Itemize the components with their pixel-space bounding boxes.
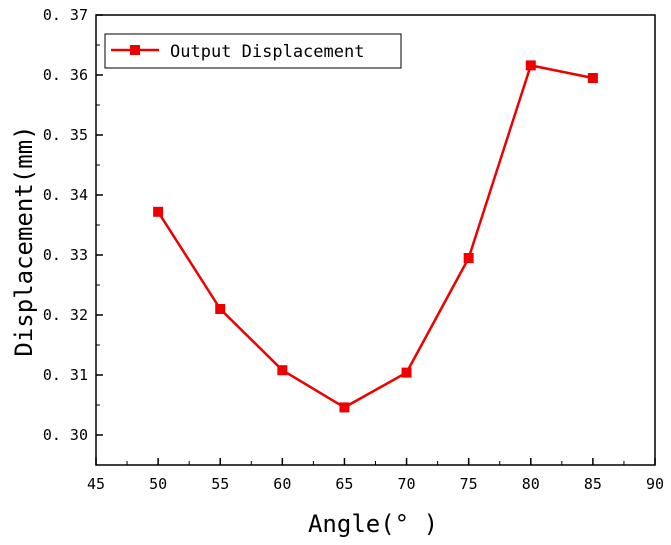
x-tick-label: 70 [398,475,416,493]
x-tick-label: 85 [584,475,602,493]
plot-frame [95,14,656,466]
y-axis-title: Displacement(mm) [10,125,38,356]
data-point-marker [277,365,288,376]
y-tick-label: 0. 35 [43,126,88,144]
minor-ticks [96,44,625,466]
data-point-marker [153,206,164,217]
legend-entry-output-displacement: Output Displacement [170,42,364,62]
x-axis-ticks: 45 50 55 60 65 70 75 80 85 90 [87,458,664,493]
y-tick-label: 0. 32 [43,306,88,324]
x-tick-label: 50 [149,475,167,493]
data-point-marker [463,253,474,263]
y-tick-label: 0. 31 [43,366,88,384]
y-tick-label: 0. 37 [43,6,88,24]
series-layer [153,60,598,413]
y-tick-label: 0. 34 [43,186,88,204]
x-tick-label: 90 [646,475,664,493]
x-tick-label: 80 [522,475,540,493]
data-point-marker [339,402,350,413]
x-tick-label: 60 [273,475,291,493]
data-point-marker [401,367,412,378]
x-axis-title: Angle(° ) [308,510,438,538]
legend: Output Displacement [104,33,402,69]
x-tick-label: 65 [335,475,353,493]
y-tick-label: 0. 36 [43,66,88,84]
legend-marker-sample [130,45,140,55]
data-point-marker [525,60,536,71]
y-tick-label: 0. 30 [43,426,88,444]
x-tick-label: 75 [460,475,478,493]
y-tick-label: 0. 33 [43,246,88,264]
x-tick-label: 55 [211,475,229,493]
data-point-marker [215,304,226,314]
data-point-marker [587,73,598,83]
series-line-output-displacement [157,64,594,409]
y-axis-ticks: 0. 30 0. 31 0. 32 0. 33 0. 34 0. 35 0. 36 0. 37 [43,6,103,444]
x-tick-label: 45 [87,475,105,493]
